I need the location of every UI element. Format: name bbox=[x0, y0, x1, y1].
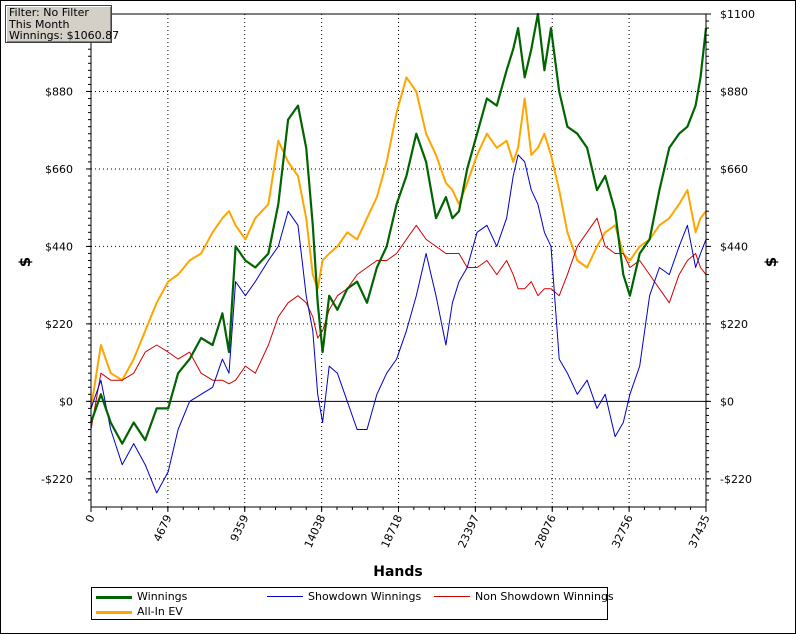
filter-label: Filter: No Filter bbox=[9, 6, 89, 19]
y-tick-label-right: $0 bbox=[720, 395, 734, 408]
plot-area-border bbox=[90, 13, 707, 508]
x-tick-label: 32756 bbox=[609, 513, 636, 550]
y-tick-label-right: $1100 bbox=[720, 8, 755, 21]
y-tick-label-right: $880 bbox=[720, 85, 748, 98]
y-axis-title-right: $ bbox=[762, 257, 780, 267]
legend-swatch-showdown bbox=[267, 596, 303, 597]
y-tick-label-left: $0 bbox=[59, 395, 73, 408]
legend-label-all-in-ev: All-In EV bbox=[137, 605, 183, 618]
winnings-total-label: Winnings: $1060.87 bbox=[9, 29, 120, 42]
y-tick-label-right: $440 bbox=[720, 240, 748, 253]
y-tick-label-left: $660 bbox=[45, 163, 73, 176]
series-lines bbox=[89, 12, 708, 494]
x-tick-label: 28076 bbox=[532, 513, 559, 550]
series-line-winnings bbox=[89, 12, 708, 445]
axis-ticks bbox=[86, 13, 711, 512]
x-tick-label: 14038 bbox=[302, 513, 329, 550]
y-tick-label-right: $660 bbox=[720, 163, 748, 176]
legend-swatch-all-in-ev bbox=[96, 611, 132, 614]
legend-label-showdown: Showdown Winnings bbox=[308, 590, 422, 603]
x-axis-title: Hands bbox=[373, 564, 423, 580]
legend-label-non-showdown: Non Showdown Winnings bbox=[475, 590, 614, 603]
legend-swatch-winnings bbox=[96, 596, 132, 599]
series-line-non-showdown-winnings bbox=[90, 217, 707, 430]
filter-info-box: Filter: No Filter This Month Winnings: $… bbox=[5, 5, 120, 43]
series-line-showdown-winnings bbox=[90, 154, 707, 494]
grid-lines bbox=[91, 14, 706, 507]
x-tick-label: 0 bbox=[83, 513, 98, 525]
x-tick-label: 23397 bbox=[456, 513, 483, 550]
legend-label-winnings: Winnings bbox=[137, 590, 188, 603]
y-tick-label-left: -$220 bbox=[41, 473, 73, 486]
chart-legend: Winnings All-In EV Showdown Winnings Non… bbox=[91, 587, 614, 620]
series-line-all-in-ev bbox=[90, 76, 707, 409]
period-label: This Month bbox=[9, 17, 70, 31]
y-tick-label-right: -$220 bbox=[720, 473, 752, 486]
y-tick-label-right: $220 bbox=[720, 318, 748, 331]
x-tick-label: 18718 bbox=[379, 513, 406, 550]
x-tick-label: 4679 bbox=[151, 513, 175, 544]
x-tick-label: 37435 bbox=[686, 513, 713, 550]
y-tick-label-left: $220 bbox=[45, 318, 73, 331]
y-axis-title-left: $ bbox=[16, 257, 34, 267]
legend-swatch-non-showdown bbox=[434, 596, 470, 597]
x-tick-label: 9359 bbox=[228, 513, 252, 544]
y-tick-label-left: $880 bbox=[45, 85, 73, 98]
y-tick-label-left: $440 bbox=[45, 240, 73, 253]
